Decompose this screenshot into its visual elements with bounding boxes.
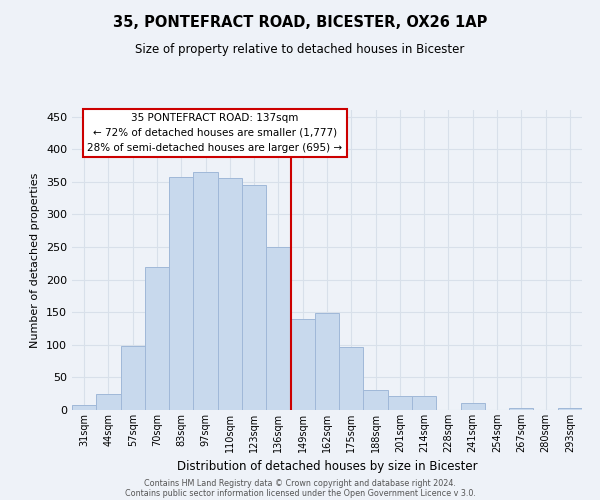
X-axis label: Distribution of detached houses by size in Bicester: Distribution of detached houses by size … <box>176 460 478 473</box>
Bar <box>412 396 436 410</box>
Bar <box>558 408 582 410</box>
Bar <box>145 266 169 410</box>
Bar <box>339 348 364 410</box>
Bar <box>266 247 290 410</box>
Bar <box>218 178 242 410</box>
Y-axis label: Number of detached properties: Number of detached properties <box>31 172 40 348</box>
Text: Contains HM Land Registry data © Crown copyright and database right 2024.: Contains HM Land Registry data © Crown c… <box>144 478 456 488</box>
Bar <box>461 404 485 410</box>
Bar <box>364 390 388 410</box>
Bar <box>121 346 145 410</box>
Bar <box>509 408 533 410</box>
Bar <box>169 176 193 410</box>
Text: 35, PONTEFRACT ROAD, BICESTER, OX26 1AP: 35, PONTEFRACT ROAD, BICESTER, OX26 1AP <box>113 15 487 30</box>
Bar <box>193 172 218 410</box>
Bar <box>388 396 412 410</box>
Bar <box>96 394 121 410</box>
Text: Contains public sector information licensed under the Open Government Licence v : Contains public sector information licen… <box>125 488 475 498</box>
Bar <box>242 185 266 410</box>
Bar <box>315 314 339 410</box>
Text: Size of property relative to detached houses in Bicester: Size of property relative to detached ho… <box>136 42 464 56</box>
Bar <box>290 318 315 410</box>
Bar <box>72 405 96 410</box>
Text: 35 PONTEFRACT ROAD: 137sqm
← 72% of detached houses are smaller (1,777)
28% of s: 35 PONTEFRACT ROAD: 137sqm ← 72% of deta… <box>87 113 343 152</box>
